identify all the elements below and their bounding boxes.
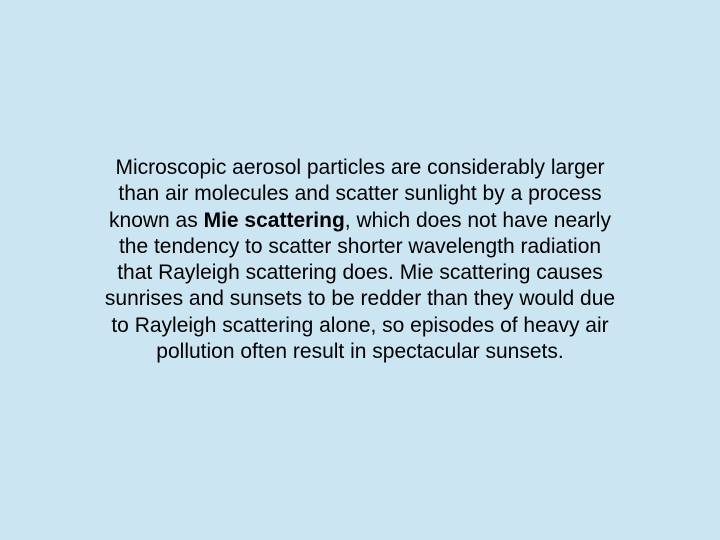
body-paragraph: Microscopic aerosol particles are consid… bbox=[100, 155, 620, 365]
slide-content: Microscopic aerosol particles are consid… bbox=[60, 155, 660, 365]
bold-term: Mie scattering bbox=[204, 209, 345, 232]
